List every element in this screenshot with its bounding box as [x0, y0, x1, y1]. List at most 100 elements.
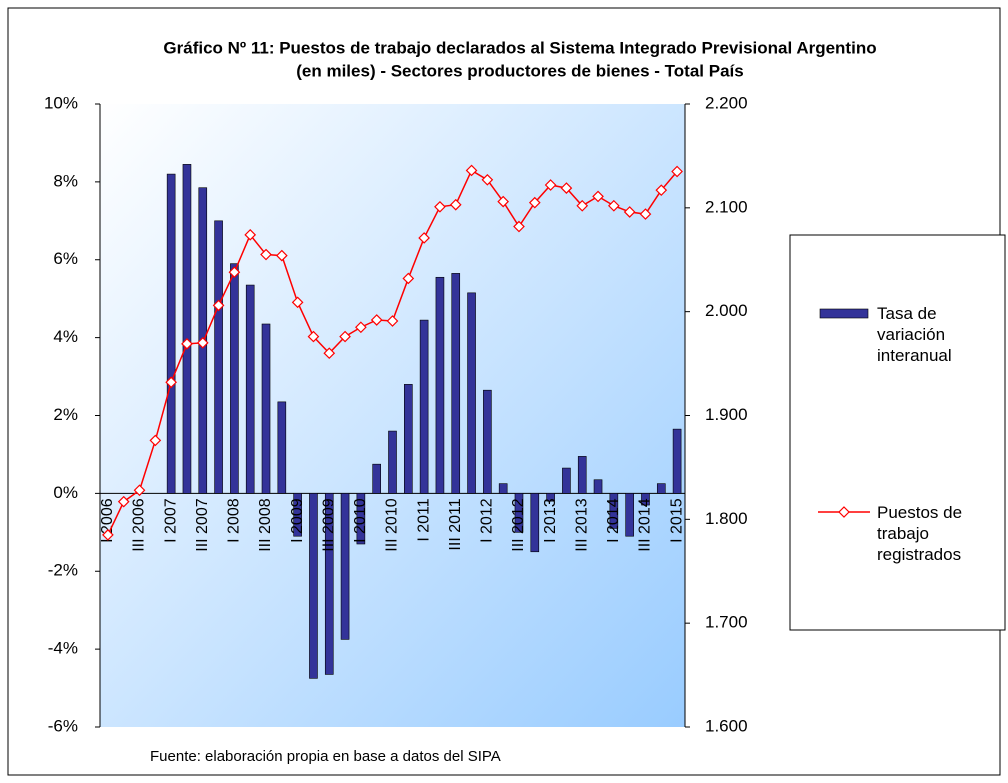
bar: [214, 220, 223, 494]
bar: [483, 389, 492, 494]
bar: [656, 483, 666, 494]
bar: [340, 493, 350, 640]
x-tick-label: III 2007: [194, 498, 211, 551]
legend-swatch: [838, 506, 850, 518]
y2-tick-label: 2.200: [705, 93, 748, 112]
y2-tick-label: 1.600: [705, 716, 748, 735]
marker: [165, 376, 177, 389]
bar: [577, 456, 587, 494]
source: Fuente: elaboración propia en base a dat…: [150, 748, 501, 765]
bar: [609, 493, 619, 529]
x-tick-label: III 2012: [510, 498, 527, 551]
y-tick-label: -6%: [48, 716, 78, 735]
bar: [625, 493, 634, 537]
legend: [789, 234, 1006, 631]
y2-tick-label: 2.000: [705, 301, 748, 320]
legend-swatch: [819, 308, 869, 319]
marker: [291, 296, 304, 309]
x-tick-label: III 2009: [320, 498, 337, 551]
marker: [449, 198, 462, 211]
x-tick-label: III 2011: [447, 498, 464, 550]
marker: [102, 529, 114, 541]
marker: [623, 206, 636, 218]
bar: [356, 493, 366, 545]
x-tick-label: I 2009: [289, 498, 306, 543]
marker: [639, 208, 652, 220]
x-tick-label: I 2014: [605, 498, 622, 543]
bar: [546, 493, 555, 502]
marker: [402, 272, 415, 285]
marker: [434, 200, 446, 213]
x-tick-label: III 2014: [637, 498, 654, 551]
x-tick-label: I 2013: [542, 498, 559, 543]
bar: [451, 273, 461, 494]
bar: [593, 479, 603, 494]
marker: [212, 299, 225, 312]
bar: [324, 493, 334, 675]
marker: [560, 182, 573, 194]
bar: [641, 493, 650, 506]
bar: [372, 463, 381, 494]
bar: [672, 428, 682, 494]
bar: [245, 284, 255, 494]
bar: [514, 493, 524, 533]
y-tick-label: 8%: [53, 171, 78, 190]
marker: [513, 220, 525, 233]
bar: [562, 467, 571, 494]
bar: [419, 319, 429, 494]
marker: [323, 347, 336, 360]
bar: [261, 323, 271, 494]
x-tick-label: I 2012: [479, 498, 496, 543]
x-tick-label: III 2008: [257, 498, 274, 551]
y-tick-label: 10%: [44, 93, 78, 112]
x-tick-label: I 2010: [352, 498, 369, 543]
marker: [497, 195, 510, 208]
y2-tick-label: 1.700: [705, 613, 748, 632]
x-tick-label: I 2007: [162, 498, 179, 543]
marker: [339, 330, 351, 343]
legend-label: Tasa de variación interanual: [877, 304, 952, 365]
marker: [386, 315, 399, 327]
x-tick-label: I 2011: [415, 498, 432, 541]
x-tick-label: III 2013: [573, 498, 590, 551]
x-tick-label: I 2015: [668, 498, 685, 543]
x-tick-label: III 2010: [384, 498, 401, 551]
plot-area: [100, 104, 685, 727]
bar: [230, 263, 239, 494]
marker: [544, 179, 557, 191]
marker: [307, 330, 320, 343]
y-tick-label: 2%: [53, 405, 78, 424]
chart-title: Gráfico Nº 11: Puestos de trabajo declar…: [163, 38, 876, 57]
bar: [467, 292, 476, 494]
marker: [133, 484, 146, 497]
bar: [182, 164, 192, 494]
marker: [149, 434, 162, 447]
y2-tick-label: 1.800: [705, 509, 748, 528]
bar: [435, 276, 445, 494]
marker: [481, 173, 494, 186]
x-tick-label: I 2006: [99, 498, 116, 543]
marker: [196, 336, 209, 349]
marker: [355, 321, 367, 334]
y-tick-label: 4%: [53, 327, 78, 346]
marker: [260, 248, 272, 261]
y-tick-label: -2%: [48, 561, 78, 580]
marker: [465, 164, 478, 177]
marker: [592, 190, 604, 203]
bar: [388, 430, 397, 494]
marker: [370, 314, 383, 326]
chart-subtitle: (en miles) - Sectores productores de bie…: [296, 61, 743, 80]
y2-tick-label: 1.900: [705, 405, 748, 424]
marker: [576, 199, 589, 212]
bar: [277, 401, 287, 494]
marker: [671, 165, 683, 178]
bar: [498, 483, 508, 494]
y-tick-label: 6%: [53, 249, 78, 268]
bar: [309, 493, 318, 679]
marker: [228, 266, 241, 279]
y2-tick-label: 2.100: [705, 197, 748, 216]
bar: [404, 384, 413, 494]
x-tick-label: III 2006: [131, 498, 148, 551]
